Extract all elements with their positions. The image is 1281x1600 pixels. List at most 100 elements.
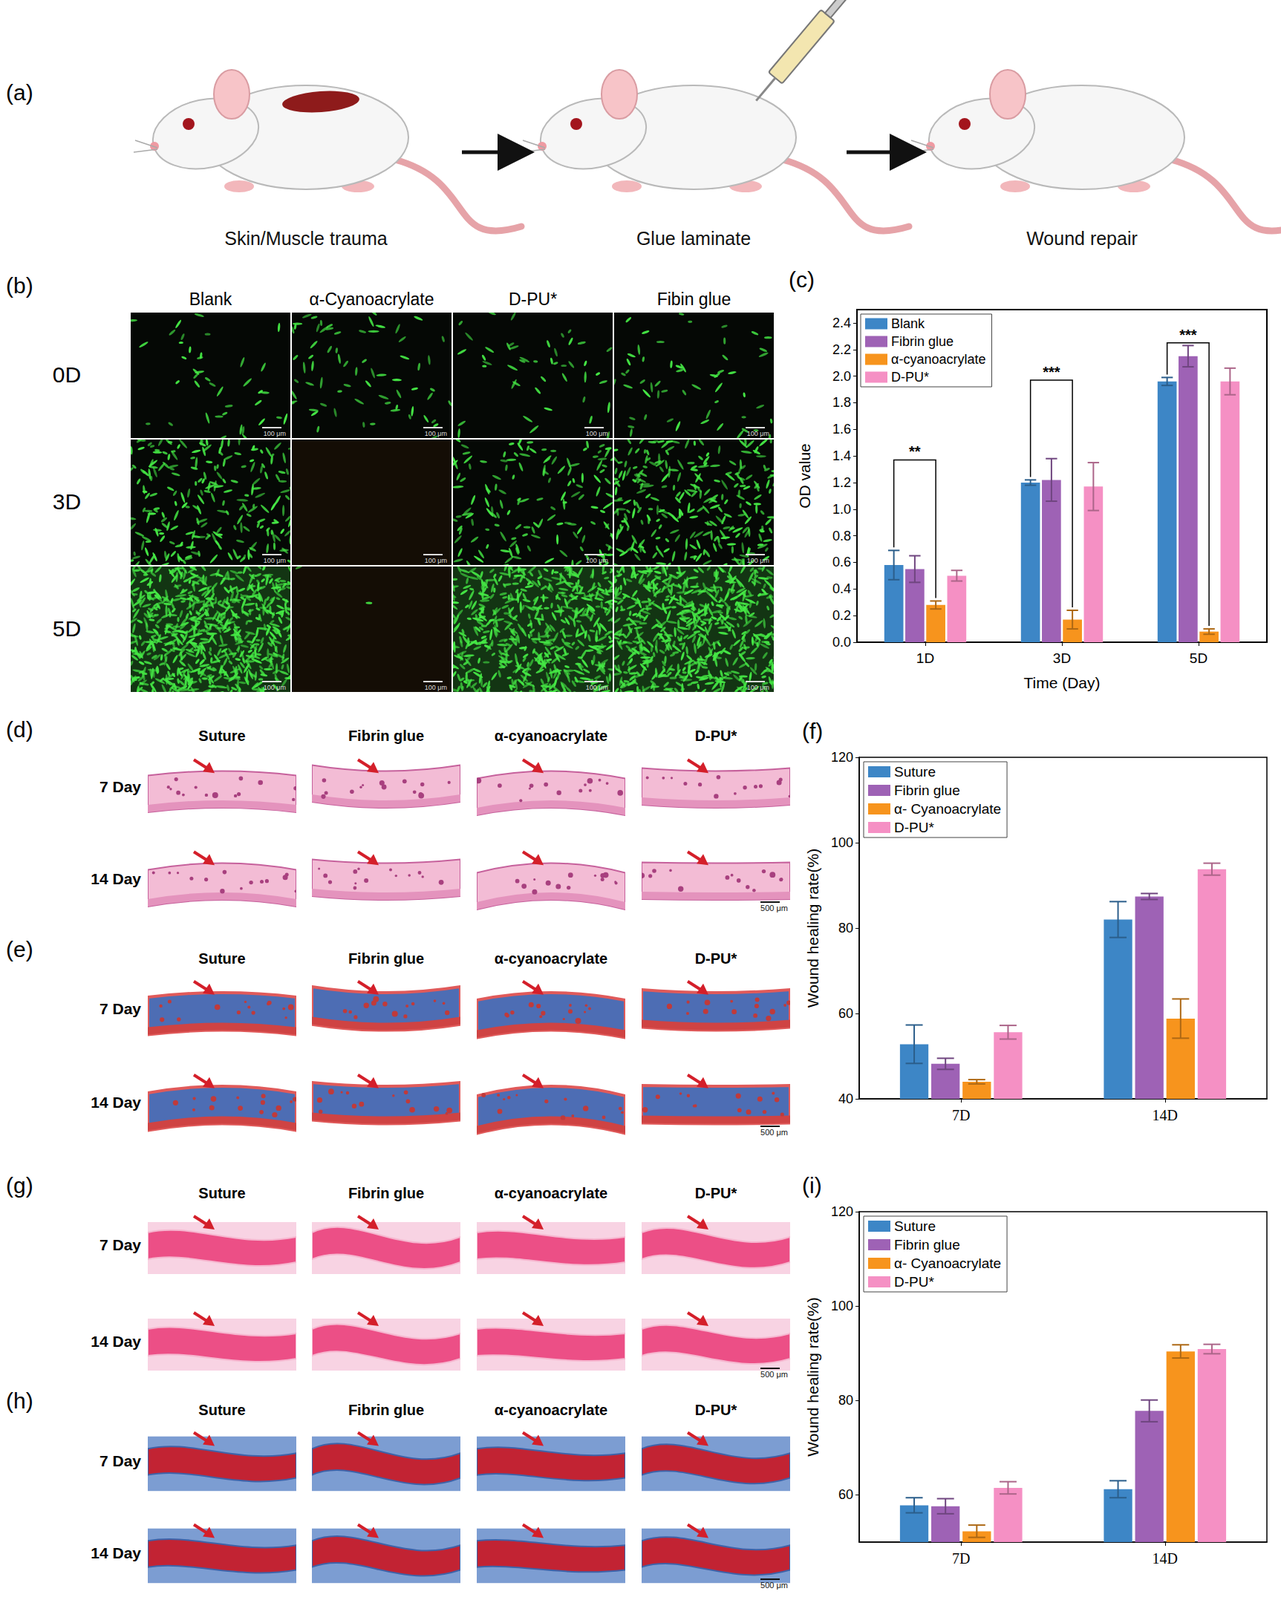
svg-text:100 μm: 100 μm	[424, 683, 448, 692]
svg-text:0.6: 0.6	[832, 554, 852, 570]
svg-text:100 μm: 100 μm	[263, 683, 286, 692]
svg-text:100 μm: 100 μm	[585, 429, 609, 438]
html-text:7 Day: 7 Day	[99, 778, 142, 796]
html-text:(b): (b)	[5, 273, 34, 298]
html-text:14 Day: 14 Day	[90, 870, 142, 888]
svg-text:***: ***	[1179, 326, 1198, 344]
html-text:Suture: Suture	[198, 1185, 246, 1202]
html-text:α-cyanoacrylate: α-cyanoacrylate	[494, 727, 608, 745]
html-text:D-PU*: D-PU*	[508, 289, 558, 309]
svg-text:100 μm: 100 μm	[747, 429, 770, 438]
svg-text:**: **	[908, 443, 921, 460]
svg-text:Suture: Suture	[894, 764, 936, 780]
svg-text:500 μm: 500 μm	[760, 1581, 788, 1590]
html-text:Suture: Suture	[198, 727, 246, 745]
svg-text:0.8: 0.8	[832, 528, 852, 544]
svg-text:60: 60	[838, 1487, 854, 1503]
html-text:7 Day: 7 Day	[99, 1452, 142, 1470]
svg-text:1.6: 1.6	[832, 421, 852, 437]
svg-text:2.2: 2.2	[832, 342, 852, 358]
svg-text:1.0: 1.0	[832, 502, 852, 517]
html-text:(a): (a)	[5, 80, 34, 105]
svg-text:120: 120	[830, 750, 854, 765]
svg-text:Glue laminate: Glue laminate	[636, 227, 751, 249]
svg-text:0.4: 0.4	[832, 581, 852, 597]
html-text:α-cyanoacrylate: α-cyanoacrylate	[494, 950, 608, 967]
svg-text:0.0: 0.0	[832, 634, 852, 650]
svg-text:100: 100	[830, 835, 854, 851]
html-text:(h): (h)	[5, 1388, 34, 1414]
svg-text:500 μm: 500 μm	[760, 1128, 788, 1137]
svg-text:Blank: Blank	[891, 316, 926, 332]
svg-text:100 μm: 100 μm	[424, 556, 448, 565]
svg-text:α-cyanoacrylate: α-cyanoacrylate	[891, 351, 986, 367]
html-text:0D: 0D	[52, 362, 82, 387]
svg-text:0.2: 0.2	[832, 608, 852, 624]
html-text:Fibin glue: Fibin glue	[656, 289, 732, 309]
svg-text:Wound repair: Wound repair	[1026, 227, 1138, 249]
svg-text:1.2: 1.2	[832, 475, 852, 491]
svg-text:100: 100	[830, 1298, 854, 1314]
svg-text:1.4: 1.4	[832, 448, 852, 464]
svg-text:D-PU*: D-PU*	[894, 1274, 935, 1290]
svg-text:Fibrin glue: Fibrin glue	[894, 782, 961, 799]
html-text:(c): (c)	[788, 267, 815, 292]
html-text:D-PU*: D-PU*	[694, 727, 737, 745]
svg-text:500 μm: 500 μm	[760, 1370, 788, 1380]
svg-text:40: 40	[838, 1091, 854, 1107]
html-text:14 Day: 14 Day	[90, 1332, 142, 1351]
svg-text:3D: 3D	[1053, 650, 1071, 667]
svg-text:Time (Day): Time (Day)	[1023, 674, 1100, 692]
html-text:3D: 3D	[52, 489, 82, 514]
svg-text:α- Cyanoacrylate: α- Cyanoacrylate	[894, 1255, 1002, 1272]
svg-text:5D: 5D	[1189, 650, 1208, 667]
html-text:7 Day: 7 Day	[99, 1236, 142, 1254]
svg-text:Skin/Muscle trauma: Skin/Muscle trauma	[224, 227, 388, 249]
html-text:Suture: Suture	[198, 950, 246, 967]
html-text:(g): (g)	[5, 1173, 34, 1198]
html-text:14 Day: 14 Day	[90, 1544, 142, 1562]
svg-text:120: 120	[830, 1204, 854, 1220]
svg-text:1.8: 1.8	[832, 395, 852, 410]
html-text:D-PU*: D-PU*	[694, 950, 737, 967]
svg-text:100 μm: 100 μm	[424, 429, 448, 438]
svg-text:7D: 7D	[952, 1550, 970, 1567]
svg-text:D-PU*: D-PU*	[891, 369, 930, 385]
html-text:5D: 5D	[52, 615, 82, 641]
svg-text:14D: 14D	[1152, 1550, 1178, 1567]
html-text:Blank: Blank	[189, 289, 232, 309]
svg-text:100 μm: 100 μm	[263, 556, 286, 565]
svg-text:α- Cyanoacrylate: α- Cyanoacrylate	[894, 801, 1002, 817]
svg-text:100 μm: 100 μm	[747, 683, 770, 692]
svg-text:500 μm: 500 μm	[760, 903, 788, 913]
svg-text:Wound healing rate(%): Wound healing rate(%)	[804, 1297, 822, 1457]
svg-text:Suture: Suture	[894, 1218, 936, 1235]
svg-text:2.0: 2.0	[832, 369, 852, 384]
svg-text:2.4: 2.4	[832, 315, 852, 331]
svg-text:***: ***	[1042, 363, 1061, 381]
svg-text:100 μm: 100 μm	[747, 556, 770, 565]
svg-text:D-PU*: D-PU*	[894, 819, 935, 836]
html-text:14 Day: 14 Day	[90, 1093, 142, 1111]
svg-text:Fibrin glue: Fibrin glue	[894, 1237, 961, 1253]
html-text:Fibrin glue: Fibrin glue	[348, 950, 425, 967]
svg-text:60: 60	[838, 1006, 854, 1022]
html-text:7 Day: 7 Day	[99, 1000, 142, 1018]
html-text:(f): (f)	[802, 718, 824, 744]
html-text:(i): (i)	[802, 1173, 822, 1198]
svg-text:OD value: OD value	[796, 443, 814, 509]
svg-text:100 μm: 100 μm	[263, 429, 286, 438]
svg-text:80: 80	[838, 1393, 854, 1408]
svg-text:80: 80	[838, 920, 854, 936]
html-text:α-Cyanoacrylate: α-Cyanoacrylate	[309, 289, 435, 309]
svg-text:100 μm: 100 μm	[585, 556, 609, 565]
svg-text:1D: 1D	[916, 650, 935, 667]
svg-text:Fibrin glue: Fibrin glue	[891, 334, 954, 350]
svg-text:14D: 14D	[1152, 1107, 1178, 1124]
svg-text:7D: 7D	[952, 1107, 970, 1124]
html-text:(d): (d)	[5, 717, 34, 742]
svg-text:Wound healing rate(%): Wound healing rate(%)	[804, 848, 822, 1008]
html-text:(e): (e)	[5, 937, 34, 962]
svg-text:100 μm: 100 μm	[585, 683, 609, 692]
html-text:Fibrin glue: Fibrin glue	[348, 727, 425, 745]
